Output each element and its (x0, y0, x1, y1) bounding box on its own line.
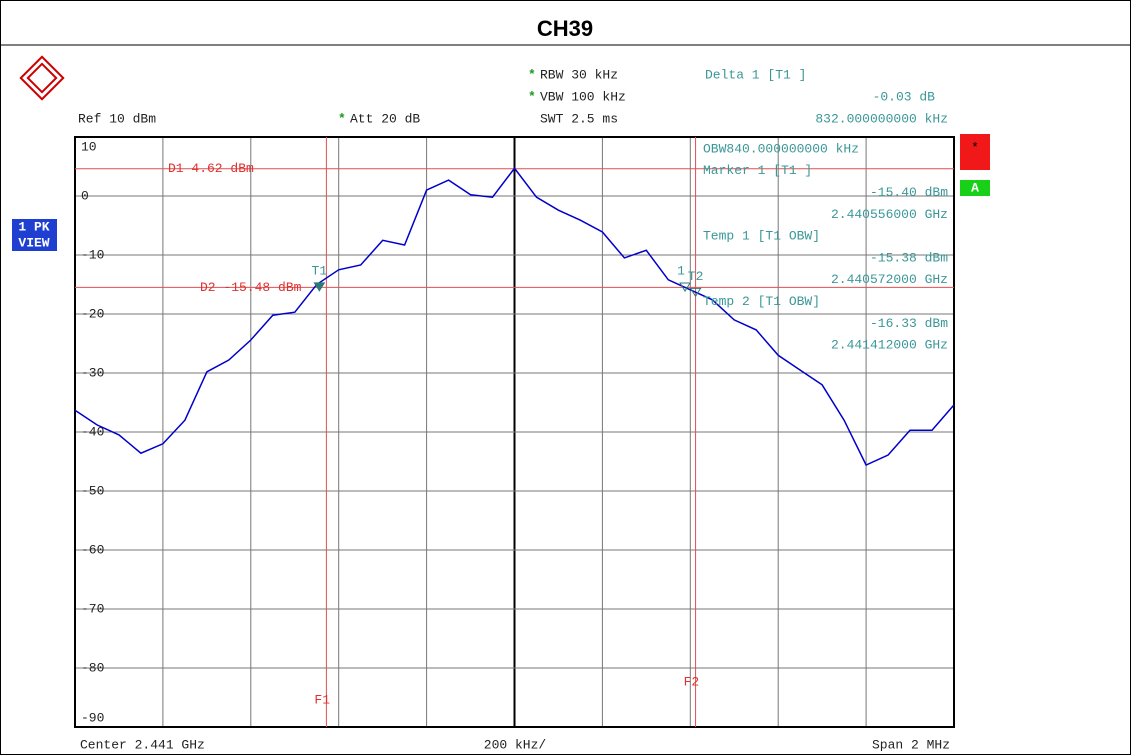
readout: 2.441412000 GHz (831, 338, 948, 353)
setting: RBW 30 kHz (540, 67, 618, 82)
setting: -0.03 dB (873, 89, 936, 104)
y-tick-label: -10 (81, 247, 104, 262)
readout: Temp 1 [T1 OBW] (703, 229, 820, 244)
y-tick-label: 10 (81, 139, 97, 154)
frequency-line-label: F2 (684, 674, 700, 689)
status-badge (960, 180, 990, 196)
y-tick-label: -60 (81, 542, 104, 557)
trace-badge-text: VIEW (18, 235, 49, 250)
setting: 832.000000000 kHz (815, 111, 948, 126)
logo (19, 55, 65, 101)
status-badge-text: A (971, 180, 979, 195)
y-tick-label: -50 (81, 483, 104, 498)
readout: OBW840.000000000 kHz (703, 141, 859, 156)
y-tick-label: -70 (81, 601, 104, 616)
setting: VBW 100 kHz (540, 89, 626, 104)
marker-label: T1 (312, 263, 328, 278)
setting: Ref 10 dBm (78, 111, 156, 126)
marker (679, 282, 691, 292)
readout: 2.440556000 GHz (831, 207, 948, 222)
y-tick-label: -90 (81, 710, 104, 725)
marker-label: T2 (688, 269, 704, 284)
plot-border (74, 136, 955, 728)
setting: Att 20 dB (350, 111, 420, 126)
readout: -15.38 dBm (870, 250, 948, 265)
setting: SWT 2.5 ms (540, 111, 618, 126)
setting-star: * (528, 89, 536, 104)
x-axis-label: Span 2 MHz (872, 737, 950, 752)
readout: -15.40 dBm (870, 185, 948, 200)
trace-badge (12, 235, 57, 251)
marker-label: 1 (677, 263, 685, 278)
y-tick-label: 0 (81, 188, 89, 203)
display-line-label: D1 4.62 dBm (168, 161, 254, 176)
setting: Delta 1 [T1 ] (705, 67, 806, 82)
trace-badge-text: 1 PK (18, 219, 49, 234)
readout: 2.440572000 GHz (831, 272, 948, 287)
x-axis-label: 200 kHz/ (484, 737, 547, 752)
y-tick-label: -80 (81, 660, 104, 675)
status-badge-text: * (971, 140, 979, 155)
setting-star: * (528, 67, 536, 82)
x-axis-label: Center 2.441 GHz (80, 737, 205, 752)
readout: -16.33 dBm (870, 316, 948, 331)
trace-badge (12, 219, 57, 235)
y-tick-label: -30 (81, 365, 104, 380)
status-badge (960, 134, 990, 170)
frequency-line-label: F1 (314, 692, 330, 707)
readout: Marker 1 [T1 ] (703, 163, 812, 178)
chart-title: CH39 (537, 16, 593, 41)
setting-star: * (338, 111, 346, 126)
marker (689, 287, 702, 298)
y-tick-label: -20 (81, 306, 104, 321)
display-line-label: D2 -15.48 dBm (200, 280, 302, 295)
y-tick-label: -40 (81, 424, 104, 439)
readout: Temp 2 [T1 OBW] (703, 294, 820, 309)
marker (313, 282, 326, 292)
trace (74, 167, 955, 466)
